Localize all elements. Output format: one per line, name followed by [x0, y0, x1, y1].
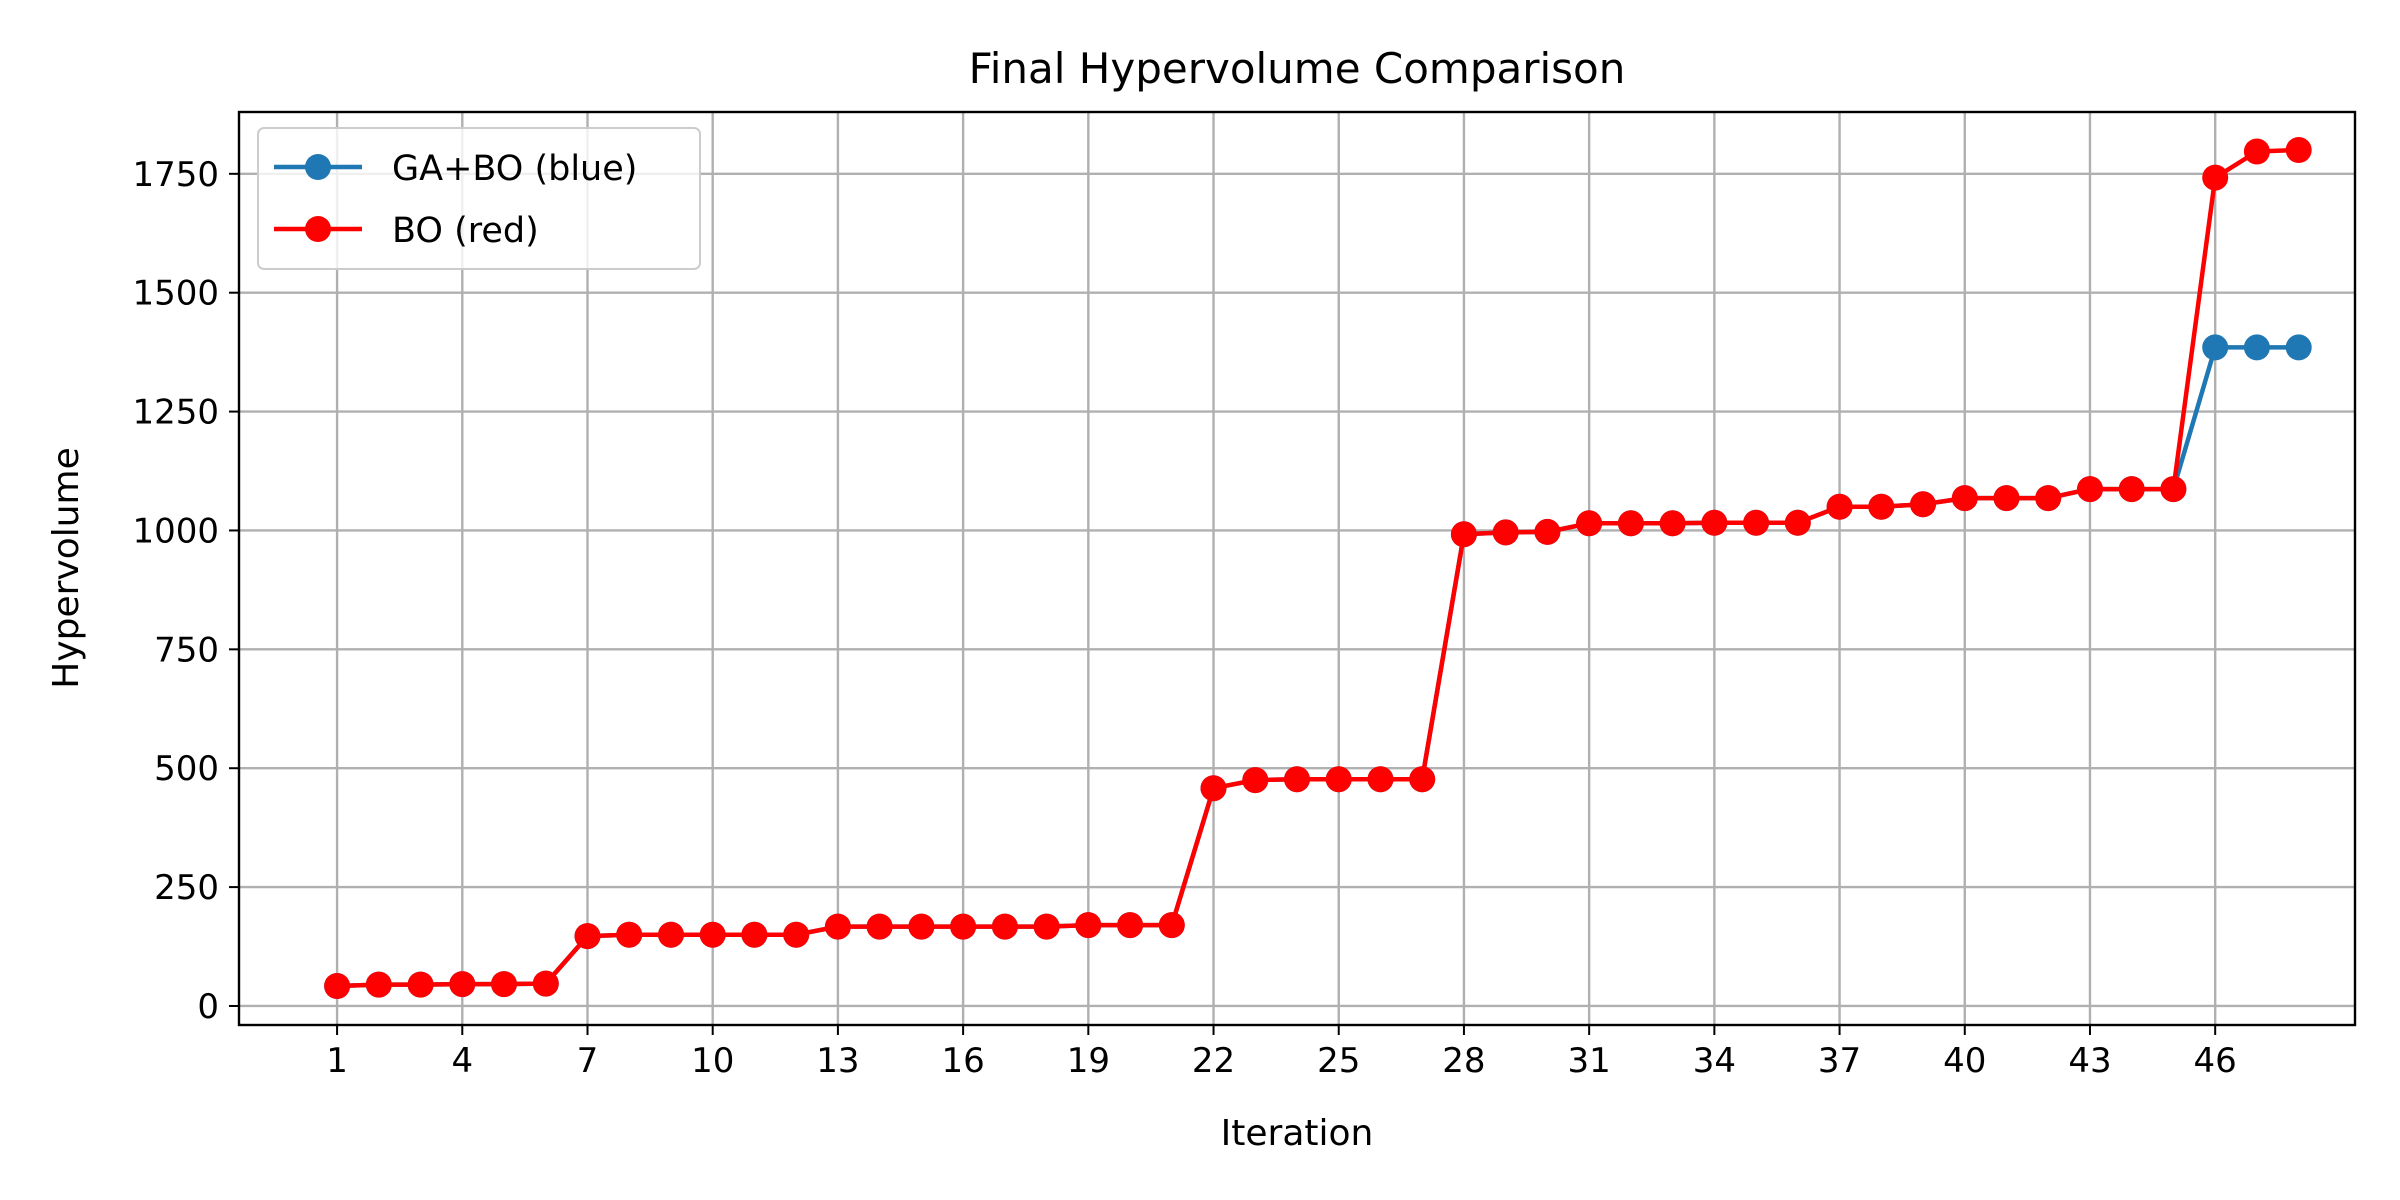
data-point-bo — [1033, 913, 1060, 940]
data-point-bo — [783, 921, 810, 948]
y-tick-label: 250 — [154, 868, 219, 908]
data-point-bo — [1868, 493, 1895, 520]
data-point-bo — [365, 971, 392, 998]
x-axis-title: Iteration — [1221, 1113, 1374, 1154]
data-point-bo — [1450, 521, 1477, 548]
data-point-bo — [616, 921, 643, 948]
x-tick-label: 31 — [1568, 1041, 1611, 1081]
data-point-bo — [407, 971, 434, 998]
x-tick-label: 37 — [1818, 1041, 1861, 1081]
y-axis-ticks: 0 250 500 750 1000 1250 1500 1750 — [132, 155, 239, 1027]
x-tick-label: 34 — [1693, 1041, 1736, 1081]
data-point-bo — [658, 921, 684, 948]
data-point-bo — [908, 913, 935, 940]
data-point-bo — [866, 913, 893, 940]
x-tick-label: 7 — [577, 1041, 599, 1081]
x-tick-label: 25 — [1317, 1041, 1360, 1081]
y-axis-title: Hypervolume — [46, 447, 87, 689]
data-point-ga-bo — [2202, 334, 2229, 361]
data-point-bo — [1367, 766, 1394, 793]
x-tick-label: 40 — [1943, 1041, 1986, 1081]
data-point-bo — [1951, 485, 1978, 512]
data-point-bo — [1075, 912, 1102, 939]
legend: GA+BO (blue) BO (red) — [257, 127, 701, 270]
data-point-bo — [1576, 510, 1603, 537]
data-point-bo — [1284, 766, 1310, 793]
y-tick-label: 750 — [154, 630, 219, 670]
data-point-bo — [2285, 137, 2312, 163]
legend-label-bo: BO (red) — [392, 211, 539, 251]
y-tick-label: 1750 — [132, 155, 219, 195]
legend-label-ga-bo: GA+BO (blue) — [392, 149, 637, 189]
x-tick-label: 19 — [1067, 1041, 1110, 1081]
data-point-bo — [1784, 509, 1811, 536]
y-tick-label: 500 — [154, 749, 219, 789]
data-point-bo — [324, 973, 351, 999]
x-axis-ticks: 1 4 7 10 13 16 19 22 25 28 31 34 37 40 43 46 — [326, 1025, 2237, 1081]
x-tick-label: 1 — [326, 1041, 348, 1081]
plot-area-frame — [237, 110, 2357, 1027]
chart-title: Final Hypervolume Comparison — [969, 44, 1626, 93]
data-point-bo — [824, 913, 851, 940]
legend-marker-bo — [305, 216, 331, 242]
data-point-bo — [1409, 766, 1436, 793]
data-point-bo — [1743, 509, 1770, 536]
data-point-bo — [699, 921, 726, 948]
data-point-bo — [1659, 510, 1686, 537]
data-point-bo — [574, 923, 601, 950]
x-tick-label: 16 — [941, 1041, 984, 1081]
y-tick-label: 1000 — [132, 511, 219, 551]
data-point-bo — [991, 913, 1018, 940]
legend-box — [257, 127, 701, 270]
data-point-bo — [1117, 912, 1144, 939]
data-point-bo — [2118, 476, 2145, 503]
data-point-bo — [1617, 510, 1644, 537]
x-tick-label: 10 — [691, 1041, 734, 1081]
x-tick-label: 4 — [451, 1041, 473, 1081]
data-point-bo — [1826, 493, 1853, 520]
data-point-bo — [449, 971, 476, 998]
data-point-bo — [1701, 509, 1728, 536]
data-point-bo — [2202, 164, 2229, 191]
data-point-ga-bo — [2243, 334, 2270, 361]
data-point-bo — [1325, 766, 1352, 793]
data-point-bo — [491, 971, 517, 998]
series-layer — [324, 137, 2312, 999]
x-tick-label: 22 — [1192, 1041, 1235, 1081]
x-tick-label: 13 — [816, 1041, 859, 1081]
data-point-bo — [1492, 519, 1519, 546]
x-tick-label: 28 — [1442, 1041, 1485, 1081]
data-point-bo — [2160, 476, 2187, 503]
data-point-bo — [1200, 775, 1227, 802]
y-tick-label: 1250 — [132, 393, 219, 433]
x-tick-label: 46 — [2194, 1041, 2237, 1081]
data-point-bo — [1993, 485, 2020, 512]
data-point-bo — [1158, 912, 1185, 939]
y-tick-label: 0 — [197, 987, 219, 1027]
series-bo — [324, 137, 2312, 999]
x-tick-label: 43 — [2068, 1041, 2111, 1081]
data-point-bo — [2035, 485, 2062, 512]
data-point-bo — [1242, 767, 1269, 794]
data-point-ga-bo — [2285, 334, 2312, 361]
legend-marker-ga-bo — [305, 154, 331, 180]
data-point-bo — [1910, 491, 1936, 518]
data-point-bo — [2077, 476, 2103, 503]
data-point-bo — [2243, 138, 2270, 165]
data-point-bo — [532, 970, 559, 997]
y-tick-label: 1500 — [132, 274, 219, 314]
data-point-bo — [950, 913, 977, 940]
data-point-bo — [741, 921, 768, 948]
data-point-bo — [1534, 518, 1561, 545]
